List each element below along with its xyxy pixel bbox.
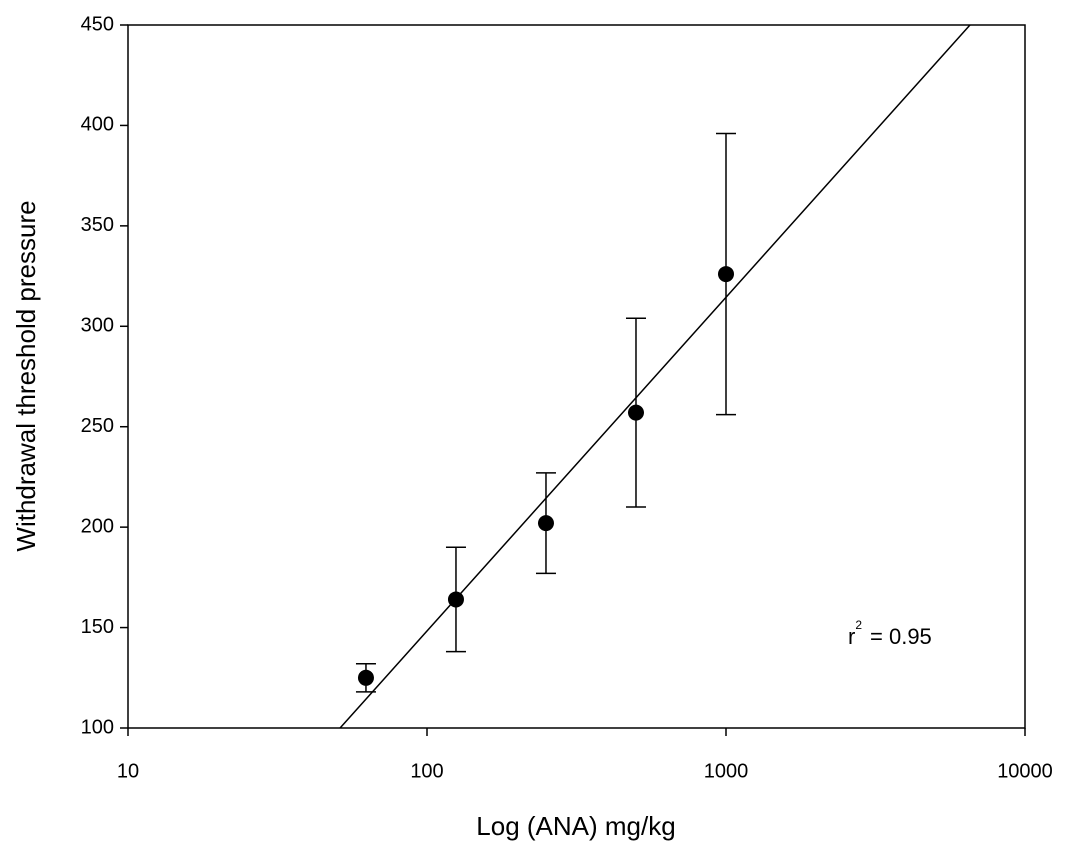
data-point [447,591,464,608]
x-tick-label: 10000 [997,760,1053,782]
data-point [357,669,374,686]
y-tick-label: 400 [81,114,114,136]
y-tick-label: 250 [81,415,114,437]
y-tick-label: 450 [81,13,114,35]
x-axis-label: Log (ANA) mg/kg [476,811,675,841]
y-tick-label: 100 [81,716,114,738]
data-point [718,266,734,283]
data-point [627,404,644,421]
plot-frame [127,24,1026,729]
x-tick-label: 1000 [704,760,749,782]
annotation: r2 = 0.95 [848,618,932,649]
y-tick-label: 350 [81,214,114,236]
y-axis-label: Withdrawal threshold pressure [11,200,41,551]
annotation-superscript: 2 [855,618,862,632]
annotation-text: = 0.95 [870,624,932,649]
data-point [537,515,554,532]
x-tick-label: 100 [410,760,443,782]
y-tick-label: 300 [81,315,114,337]
fit-line [339,24,971,729]
y-tick-label: 200 [81,515,114,537]
x-tick-label: 10 [117,760,139,782]
y-tick-label: 150 [81,616,114,638]
annotation-base: r [848,624,855,649]
